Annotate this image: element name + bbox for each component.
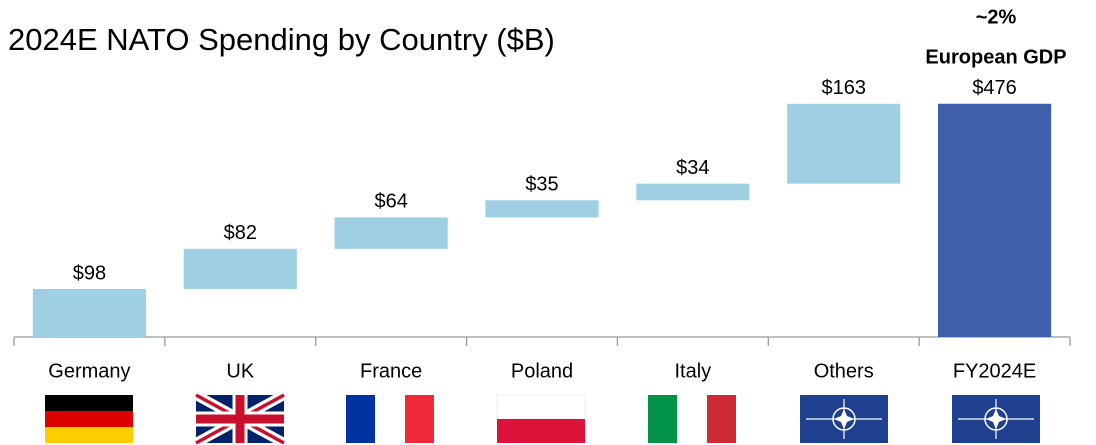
flags: [45, 390, 1041, 445]
bar: [636, 183, 750, 201]
x-tick-label: UK: [226, 360, 254, 382]
value-label: $82: [224, 222, 257, 244]
value-label: $98: [73, 262, 106, 284]
flag-italy: [648, 395, 736, 443]
flag-nato: [951, 394, 1041, 444]
bar: [32, 288, 146, 337]
value-label: $64: [374, 191, 407, 213]
x-tick-label: Germany: [48, 360, 130, 382]
x-tick-label: FY2024E: [953, 360, 1036, 382]
flag-poland: [496, 394, 586, 443]
flag-france: [346, 395, 434, 443]
value-label: $34: [676, 157, 709, 179]
value-label: $163: [821, 77, 866, 99]
flag-nato: [799, 394, 889, 444]
x-tick-label: Others: [814, 360, 874, 382]
bar: [787, 103, 901, 184]
bar: [485, 200, 599, 218]
chart-title: 2024E NATO Spending by Country ($B): [8, 22, 555, 57]
value-label: $35: [525, 174, 558, 196]
x-tick-label: Italy: [675, 360, 712, 382]
value-label: $476: [972, 77, 1017, 99]
bar: [334, 217, 448, 249]
x-tick-label: Poland: [511, 360, 573, 382]
flag-uk: [193, 390, 287, 445]
annotation: European GDP: [925, 46, 1066, 68]
bar: [938, 103, 1052, 337]
flag-germany: [45, 395, 133, 443]
x-tick-label: France: [360, 360, 422, 382]
annotation: ~2%: [976, 6, 1017, 28]
bar: [183, 248, 297, 289]
